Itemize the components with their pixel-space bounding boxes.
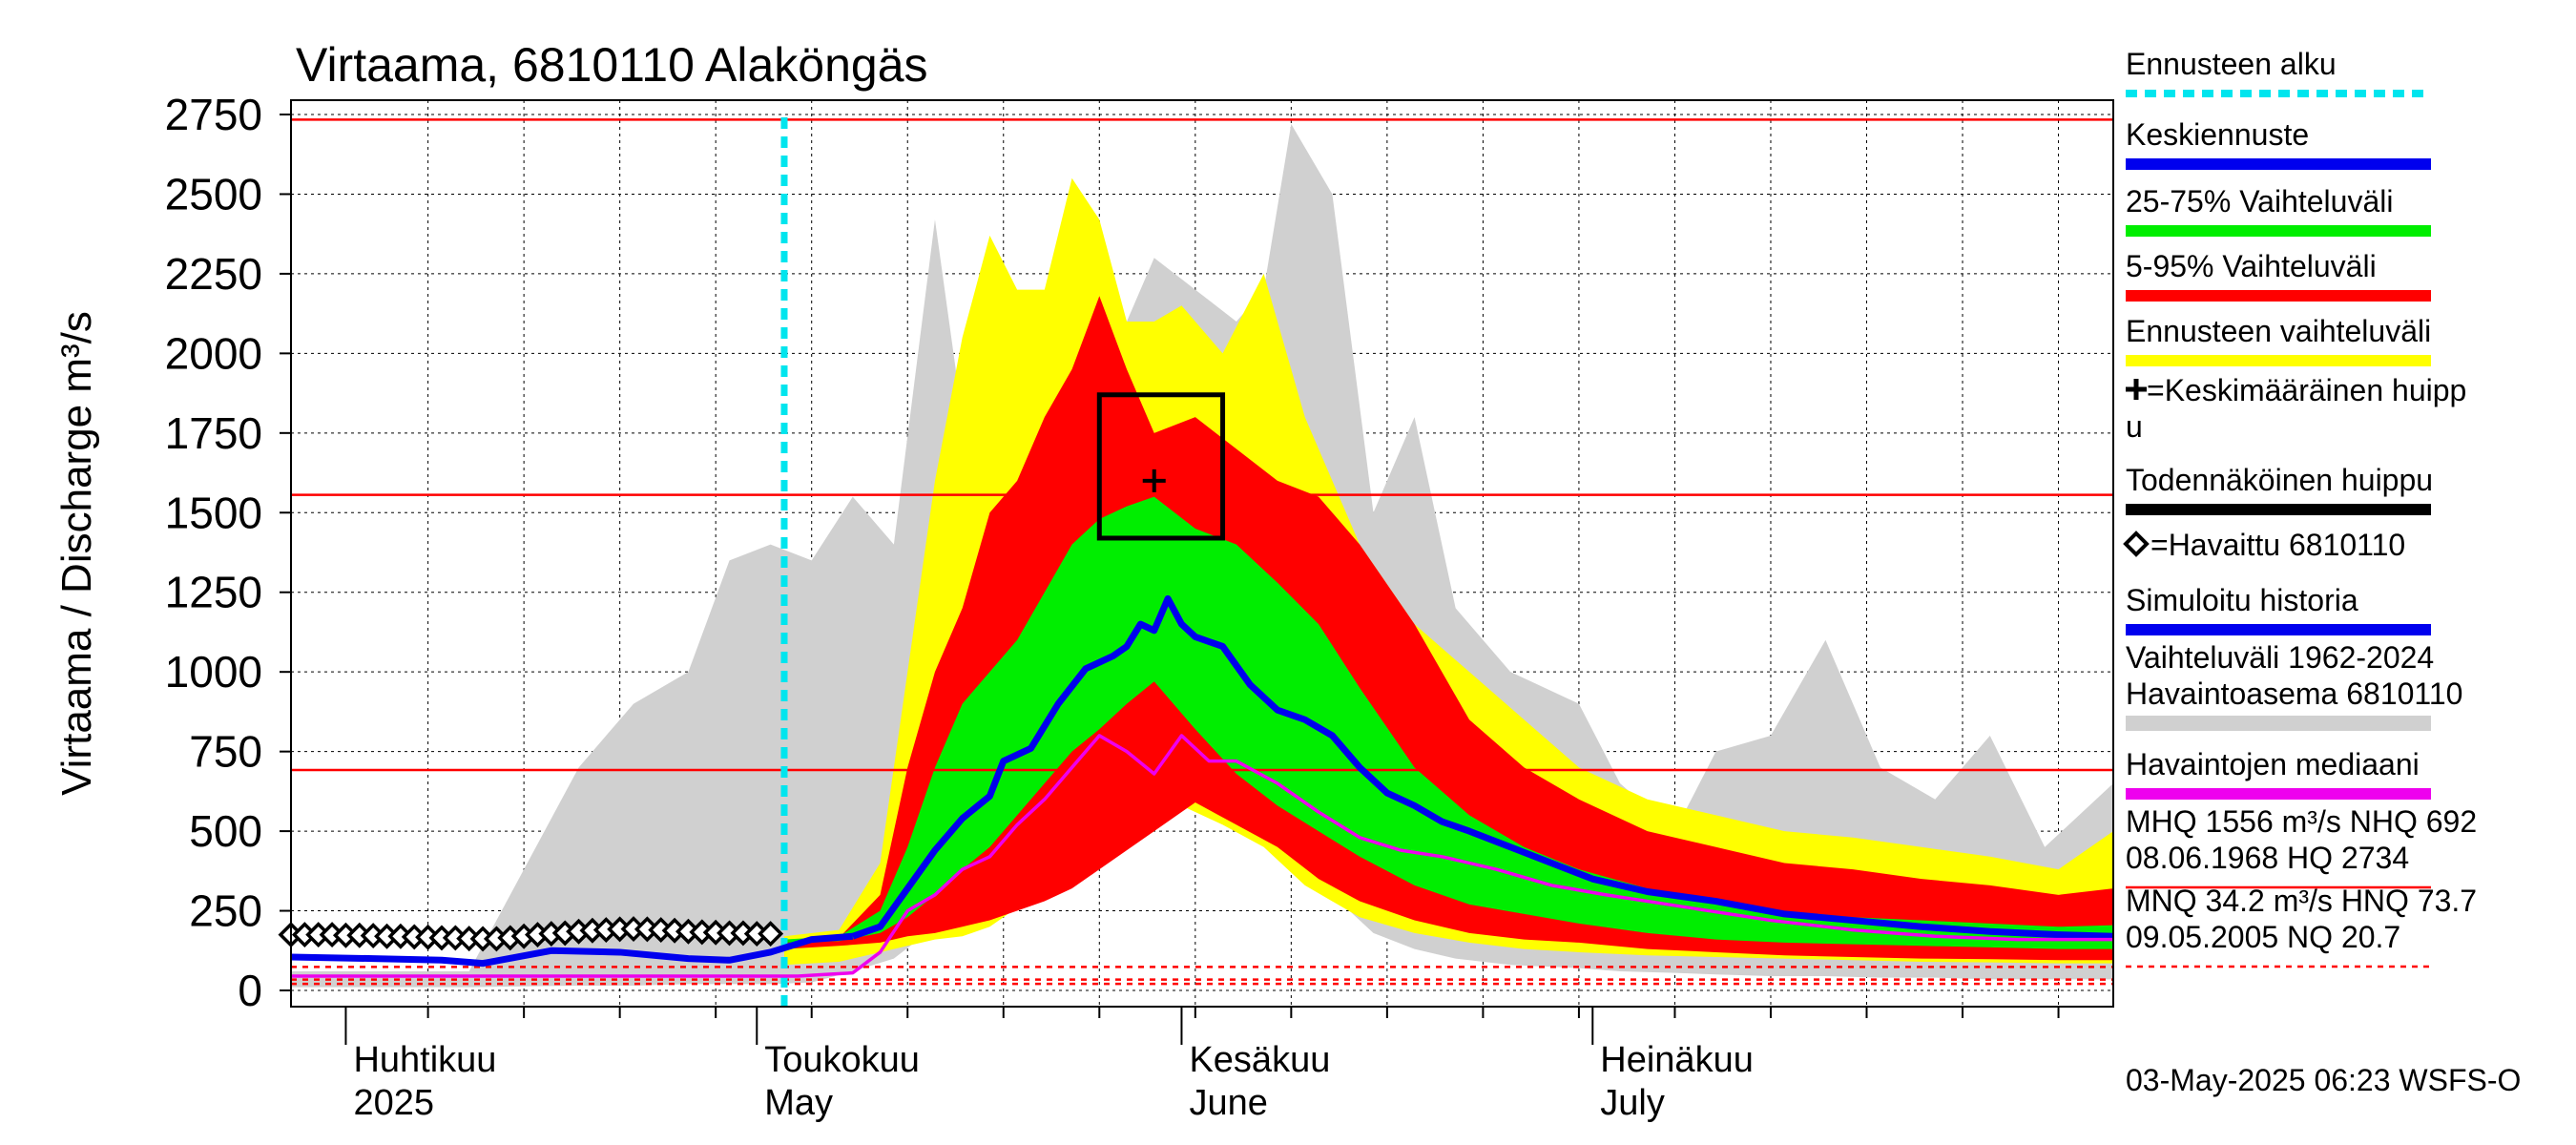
legend-label: =Keskimääräinen huipp: [2147, 373, 2466, 407]
legend-label: Simuloitu historia: [2126, 583, 2358, 617]
legend-label: Ennusteen alku: [2126, 47, 2337, 81]
y-tick-label: 2750: [165, 90, 262, 139]
month-sublabel: July: [1600, 1083, 1665, 1123]
legend-label: Keskiennuste: [2126, 117, 2309, 152]
month-sublabel: May: [764, 1083, 833, 1123]
series-line-havaintojen-mediaani: [291, 734, 2113, 978]
legend: Ennusteen alku Keskiennuste 25-75% Vaihtel…: [2123, 47, 2477, 968]
y-tick-label: 1750: [165, 408, 262, 458]
y-tick-label: 1250: [165, 568, 262, 617]
y-tick-label: 250: [189, 886, 262, 936]
observed-point: [758, 921, 784, 947]
month-label: Heinäkuu: [1600, 1040, 1754, 1080]
y-axis: 0 250 500 750 1000 1250 1500 1750 2000 2250 2500 27…: [165, 90, 291, 1015]
y-tick-label: 500: [189, 806, 262, 856]
mean-peak-marker: [1142, 468, 1166, 492]
footer-timestamp: 03-May-2025 06:23 WSFS-O: [2126, 1063, 2521, 1097]
month-label: Kesäkuu: [1189, 1040, 1330, 1080]
month-sublabel: June: [1189, 1083, 1267, 1123]
y-tick-label: 750: [189, 727, 262, 777]
band-5-95-vaihteluv-li: [783, 296, 2113, 961]
month-label: Toukokuu: [764, 1040, 920, 1080]
markers-layer: [278, 392, 1226, 952]
legend-label-line2: Havaintoasema 6810110: [2126, 677, 2462, 711]
y-tick-label: 2500: [165, 169, 262, 219]
legend-label: Vaihteluväli 1962-2024: [2126, 640, 2434, 675]
y-tick-label: 1000: [165, 647, 262, 697]
legend-label: Ennusteen vaihteluväli: [2126, 314, 2431, 348]
legend-plus-icon: [2126, 379, 2147, 400]
legend-label: Havaintojen mediaani: [2126, 747, 2420, 781]
legend-label: =Havaittu 6810110: [2150, 528, 2405, 562]
month-sublabel: 2025: [353, 1083, 434, 1123]
legend-label-line2: u: [2126, 409, 2143, 444]
chart-title: Virtaama, 6810110 Alaköngäs: [296, 38, 928, 92]
y-tick-label: 1500: [165, 488, 262, 537]
legend-diamond-icon: [2123, 531, 2150, 557]
y-tick-label: 0: [238, 966, 262, 1015]
legend-label: 5-95% Vaihteluväli: [2126, 249, 2377, 283]
legend-label-line2: 09.05.2005 NQ 20.7: [2126, 920, 2400, 954]
legend-label-line2: 08.06.1968 HQ 2734: [2126, 841, 2409, 875]
series-line-simuloitu-historia: [291, 932, 854, 968]
band-25-75-vaihteluv-li: [783, 496, 2113, 949]
month-label: Huhtikuu: [353, 1040, 496, 1080]
y-tick-label: 2250: [165, 249, 262, 299]
y-tick-label: 2000: [165, 328, 262, 378]
reference-lines-layer: [291, 117, 2113, 1007]
probable-peak-box: [1096, 392, 1226, 541]
legend-label: 25-75% Vaihteluväli: [2126, 184, 2393, 219]
legend-label: MHQ 1556 m³/s NHQ 692: [2126, 804, 2477, 839]
legend-label: MNQ 34.2 m³/s HNQ 73.7: [2126, 884, 2477, 918]
lines-layer: [291, 594, 2113, 978]
bands-layer: [291, 124, 2113, 988]
series-line-keskiennuste: [851, 594, 2113, 940]
y-axis-label: Virtaama / Discharge m³/s: [53, 311, 100, 796]
plot-frame: [290, 99, 2114, 1008]
legend-label: Todennäköinen huippu: [2126, 463, 2433, 497]
